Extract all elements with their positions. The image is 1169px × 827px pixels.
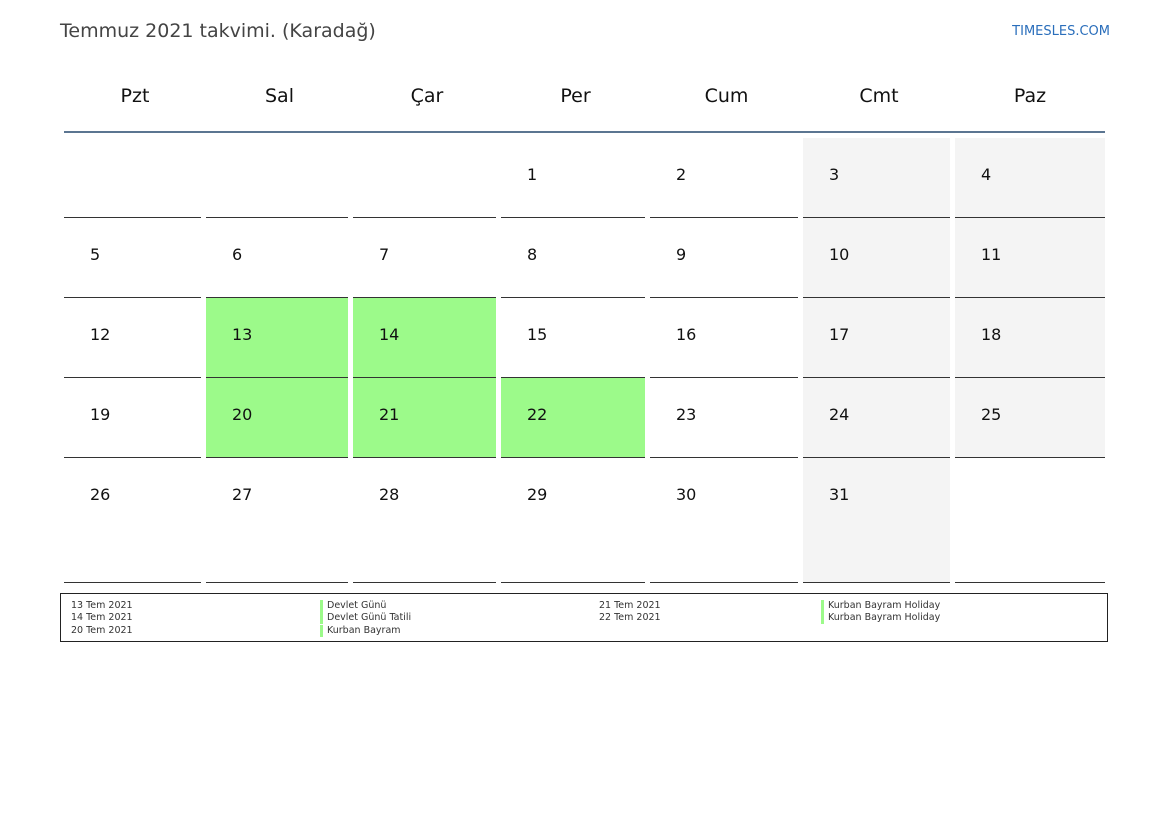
day-cell: 5	[64, 218, 201, 298]
day-cell-holiday: 21	[353, 378, 496, 458]
legend-holiday-name: Kurban Bayram	[320, 625, 401, 637]
weekday-tue: Sal	[265, 84, 294, 107]
legend-date: 20 Tem 2021	[71, 625, 133, 636]
day-cell-weekend: 25	[955, 378, 1105, 458]
day-number: 29	[527, 485, 548, 504]
holiday-legend: 13 Tem 2021 Devlet Günü 14 Tem 2021 Devl…	[60, 593, 1108, 642]
day-cell-empty	[206, 138, 348, 218]
day-number: 1	[527, 165, 538, 184]
day-cell-weekend: 24	[803, 378, 950, 458]
day-cell: 23	[650, 378, 798, 458]
weekday-thu: Per	[560, 84, 591, 107]
weekday-wed: Çar	[410, 84, 444, 107]
calendar: Pzt Sal Çar Per Cum Cmt Paz 1 2 3 4 5 6 …	[64, 60, 1105, 583]
day-cell: 19	[64, 378, 201, 458]
day-cell-empty	[955, 458, 1105, 583]
day-cell: 29	[501, 458, 645, 583]
day-number: 3	[829, 165, 840, 184]
day-number: 7	[379, 245, 390, 264]
day-cell-weekend: 11	[955, 218, 1105, 298]
day-cell: 27	[206, 458, 348, 583]
day-number: 8	[527, 245, 538, 264]
day-cell: 30	[650, 458, 798, 583]
legend-date: 13 Tem 2021	[71, 600, 133, 611]
day-cell: 6	[206, 218, 348, 298]
weekday-sun: Paz	[1013, 84, 1047, 107]
legend-holiday-name: Kurban Bayram Holiday	[821, 612, 940, 624]
day-cell-weekend: 31	[803, 458, 950, 583]
day-number: 28	[379, 485, 400, 504]
day-number: 25	[981, 405, 1002, 424]
day-cell: 7	[353, 218, 496, 298]
day-number: 31	[829, 485, 850, 504]
weekday-sat: Cmt	[859, 84, 899, 107]
day-number: 4	[981, 165, 992, 184]
day-number: 16	[676, 325, 697, 344]
day-number: 23	[676, 405, 697, 424]
day-cell: 1	[501, 138, 645, 218]
day-number: 20	[232, 405, 253, 424]
page-title: Temmuz 2021 takvimi. (Karadağ)	[60, 20, 376, 42]
day-cell-holiday: 22	[501, 378, 645, 458]
day-cell: 16	[650, 298, 798, 378]
day-number: 15	[527, 325, 548, 344]
day-number: 27	[232, 485, 253, 504]
legend-date: 22 Tem 2021	[599, 612, 661, 623]
day-number: 11	[981, 245, 1002, 264]
day-number: 26	[90, 485, 111, 504]
day-cell-weekend: 4	[955, 138, 1105, 218]
weekday-header-row: Pzt Sal Çar Per Cum Cmt Paz	[64, 60, 1105, 133]
site-link[interactable]: TIMESLES.COM	[1012, 24, 1110, 39]
day-number: 21	[379, 405, 400, 424]
weekday-fri: Cum	[704, 84, 749, 107]
day-cell-weekend: 17	[803, 298, 950, 378]
day-number: 10	[829, 245, 850, 264]
day-number: 14	[379, 325, 400, 344]
legend-holiday-name: Devlet Günü	[320, 600, 386, 612]
day-cell-holiday: 20	[206, 378, 348, 458]
day-number: 24	[829, 405, 850, 424]
calendar-grid: 1 2 3 4 5 6 7 8 9 10 11 12 13 14 15 16 1…	[64, 138, 1105, 583]
day-number: 30	[676, 485, 697, 504]
day-cell: 2	[650, 138, 798, 218]
day-number: 9	[676, 245, 687, 264]
day-cell: 12	[64, 298, 201, 378]
day-cell-holiday: 13	[206, 298, 348, 378]
day-number: 13	[232, 325, 253, 344]
day-cell: 28	[353, 458, 496, 583]
day-number: 18	[981, 325, 1002, 344]
day-number: 17	[829, 325, 850, 344]
day-number: 19	[90, 405, 111, 424]
weekday-mon: Pzt	[120, 84, 150, 107]
day-number: 12	[90, 325, 111, 344]
day-cell: 8	[501, 218, 645, 298]
day-cell-weekend: 10	[803, 218, 950, 298]
legend-holiday-name: Kurban Bayram Holiday	[821, 600, 940, 612]
day-cell: 15	[501, 298, 645, 378]
day-cell-empty	[64, 138, 201, 218]
day-number: 22	[527, 405, 548, 424]
legend-date: 14 Tem 2021	[71, 612, 133, 623]
day-number: 6	[232, 245, 243, 264]
day-cell-weekend: 18	[955, 298, 1105, 378]
day-number: 5	[90, 245, 101, 264]
legend-holiday-name: Devlet Günü Tatili	[320, 612, 411, 624]
day-number: 2	[676, 165, 687, 184]
legend-date: 21 Tem 2021	[599, 600, 661, 611]
day-cell: 9	[650, 218, 798, 298]
day-cell: 26	[64, 458, 201, 583]
day-cell-empty	[353, 138, 496, 218]
day-cell-weekend: 3	[803, 138, 950, 218]
day-cell-holiday: 14	[353, 298, 496, 378]
